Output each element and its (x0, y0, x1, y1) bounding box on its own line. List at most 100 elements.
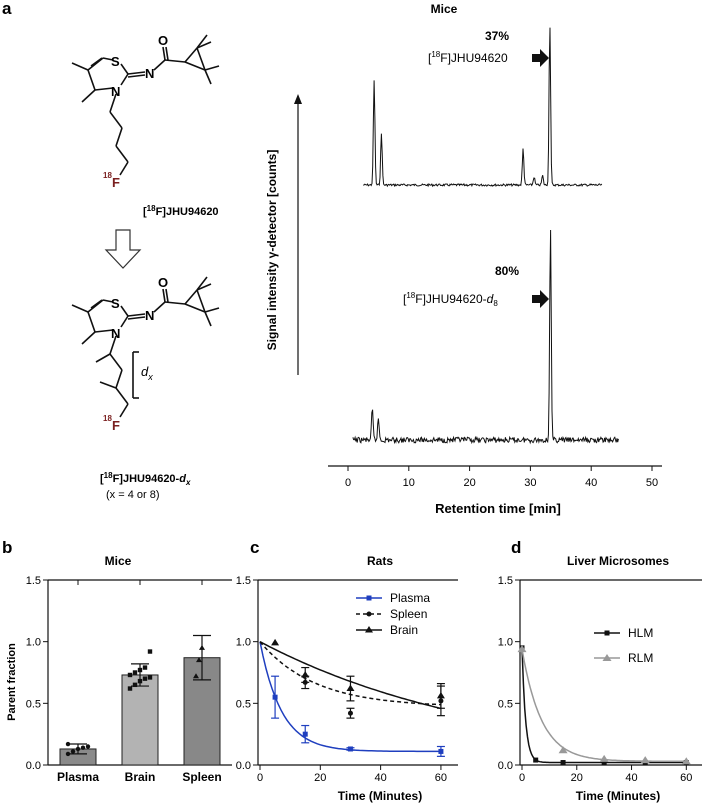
data-point (193, 673, 199, 679)
chromatogram-ylabel: Signal intensity γ-detector [counts] (265, 150, 279, 351)
data-point (147, 649, 153, 654)
y-tick-label: 0.5 (236, 698, 251, 710)
panel-d-letter: d (511, 538, 521, 557)
compound-bottom-name: [18F]JHU94620-dx (100, 471, 191, 487)
series2-annotation: [18F]JHU94620-d8 (403, 291, 498, 308)
data-point (147, 675, 153, 680)
legend-label: Spleen (390, 607, 427, 621)
data-point (681, 757, 691, 765)
panel-b-ylabel: Parent fraction (6, 643, 18, 721)
x-tick-label: Spleen (182, 770, 221, 784)
arrow-right-icon (532, 49, 549, 67)
data-point (438, 748, 444, 754)
legend-label: RLM (628, 651, 653, 665)
y-tick-label: 0.5 (498, 698, 513, 710)
compound-bottom-note: (x = 4 or 8) (106, 489, 160, 501)
data-point (272, 694, 278, 700)
x-tick-label: 40 (374, 772, 386, 784)
legend-marker (365, 626, 373, 633)
structure-bottom-atoms: S N N O 18 F dx (103, 275, 168, 433)
atom-s-label: S (111, 54, 120, 69)
x-tick-label: 30 (524, 477, 536, 489)
legend-marker (366, 595, 372, 601)
chromatogram-trace (352, 229, 619, 445)
data-point (347, 746, 353, 752)
y-tick-label: 0.0 (236, 760, 251, 772)
data-point (85, 744, 91, 749)
data-point (301, 670, 310, 678)
panel-a-letter: a (2, 0, 12, 18)
isotope-label: 18 (103, 414, 112, 423)
data-point (346, 684, 355, 692)
panel-d-xlabel: Time (Minutes) (576, 789, 660, 803)
data-point (132, 682, 138, 688)
x-tick-label: 20 (314, 772, 326, 784)
data-point (199, 644, 205, 650)
data-point (601, 760, 607, 766)
data-point (137, 667, 143, 673)
atom-s-label: S (111, 296, 120, 311)
line-chart-c: 0.0 0.5 1.0 1.5 0 20 40 60 Plasma Spleen Brain (236, 575, 458, 784)
series1-annotation: [18F]JHU94620 (428, 50, 508, 65)
chromatogram-group: 0 10 20 30 40 50 (328, 27, 662, 489)
data-point (70, 749, 76, 754)
data-point (640, 756, 650, 764)
chromatogram-title: Mice (431, 2, 458, 16)
atom-n-label: N (145, 66, 154, 81)
y-tick-label: 0.0 (26, 760, 41, 772)
chromatogram-trace (363, 27, 603, 188)
x-tick-label: 20 (571, 772, 583, 784)
y-tick-label: 1.0 (236, 637, 251, 649)
atom-n-label: N (111, 326, 120, 341)
structure-top (71, 34, 220, 176)
data-point (127, 686, 133, 691)
panel-c-xlabel: Time (Minutes) (338, 789, 422, 803)
y-tick-label: 0.0 (498, 760, 513, 772)
x-tick-label: 0 (345, 477, 351, 489)
atom-o-label: O (158, 275, 168, 290)
x-tick-label: 60 (680, 772, 692, 784)
data-point (142, 665, 148, 670)
atom-n-label: N (145, 308, 154, 323)
data-point (75, 746, 81, 752)
data-point (271, 638, 280, 646)
compound-top-name: [18F]JHU94620 (143, 204, 219, 218)
arrow-right-icon (532, 290, 549, 308)
data-point (347, 710, 353, 716)
panel-d-title: Liver Microsomes (567, 554, 669, 568)
data-point (65, 741, 71, 747)
x-tick-label: 50 (646, 477, 658, 489)
atom-n-label: N (111, 84, 120, 99)
y-tick-label: 1.0 (498, 637, 513, 649)
data-point (302, 731, 308, 737)
isotope-label: 18 (103, 171, 112, 180)
y-tick-label: 1.5 (26, 575, 41, 587)
series2-percent: 80% (495, 264, 519, 278)
fit-curve-rlm (521, 648, 687, 763)
panel-c-title: Rats (367, 554, 393, 568)
structure-bottom (71, 276, 220, 418)
data-point (560, 760, 566, 766)
data-point (80, 745, 86, 750)
x-tick-label: 0 (519, 772, 525, 784)
data-point (599, 754, 609, 762)
bar (121, 674, 159, 766)
data-point (436, 691, 445, 699)
chromatogram-xlabel: Retention time [min] (435, 501, 561, 516)
x-tick-label: 60 (435, 772, 447, 784)
legend-marker (366, 611, 372, 617)
legend-marker (602, 654, 612, 661)
data-point (196, 657, 202, 663)
fit-curve-hlm (521, 647, 687, 764)
legend-marker (604, 630, 610, 636)
dx-label: dx (141, 364, 153, 382)
panel-b-title: Mice (105, 554, 132, 568)
x-tick-label: 20 (463, 477, 475, 489)
data-point (137, 678, 143, 684)
structure-top-atoms: S N N O 18 F (103, 33, 168, 190)
series1-percent: 37% (485, 29, 509, 43)
x-tick-label: 0 (257, 772, 263, 784)
bar-chart-b: 0.0 0.5 1.0 1.5 Plasma Brain Spleen (26, 575, 232, 784)
y-tick-label: 1.0 (26, 637, 41, 649)
